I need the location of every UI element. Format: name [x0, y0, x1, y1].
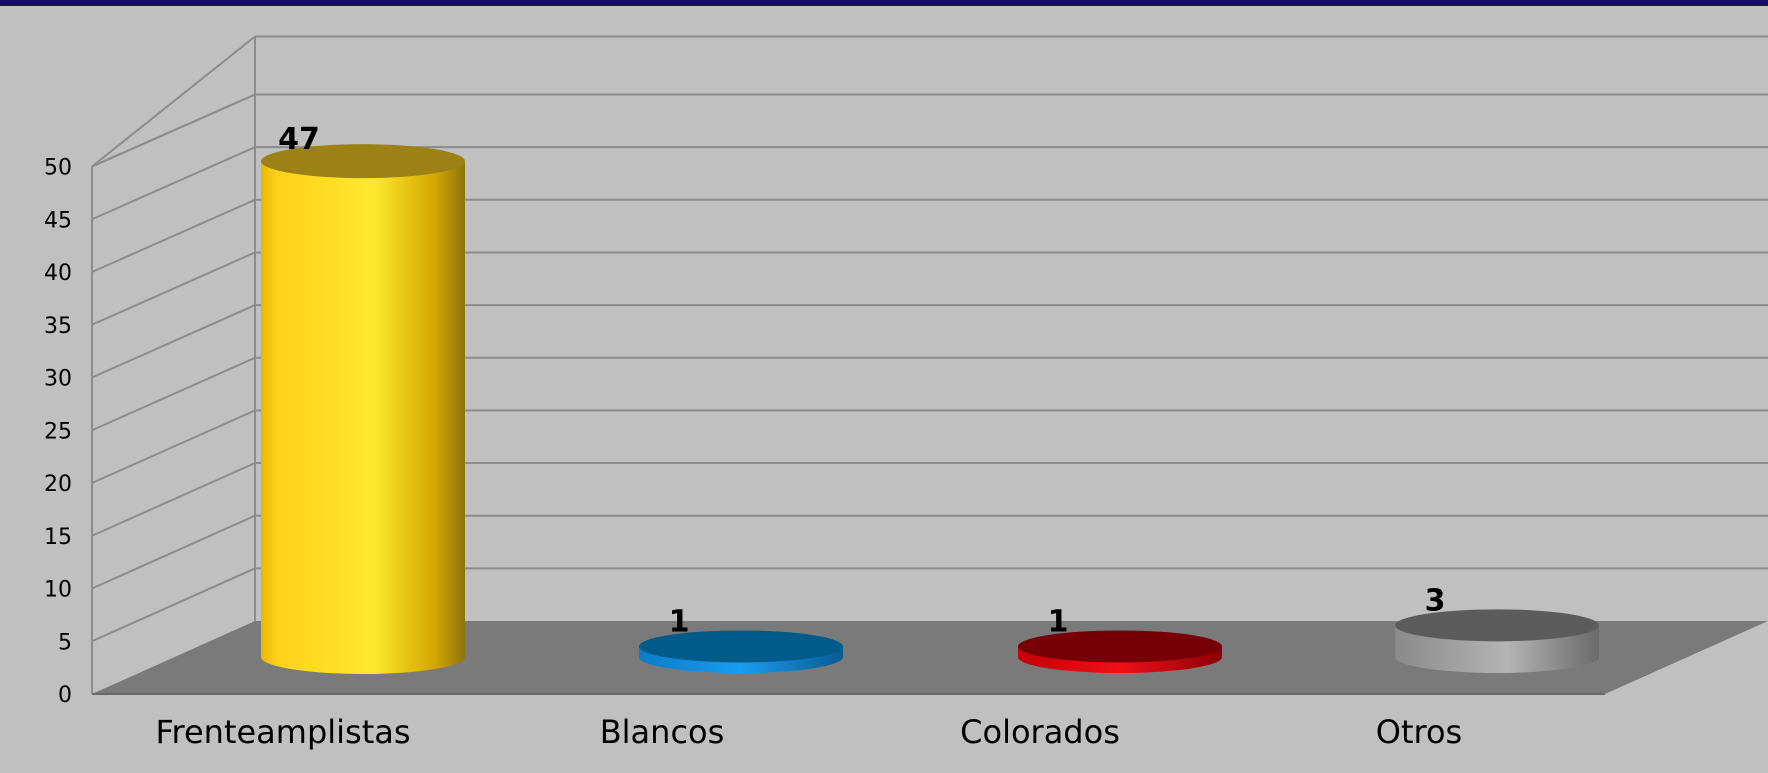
gridline-side	[91, 93, 256, 168]
bar-otros: 3	[1395, 583, 1599, 673]
data-label: 1	[1048, 604, 1069, 639]
y-tick-label: 40	[44, 261, 72, 286]
y-tick-label: 30	[44, 367, 72, 392]
data-label: 1	[669, 604, 690, 639]
y-tick-label: 25	[44, 419, 72, 444]
x-category-label: Blancos	[600, 713, 725, 751]
bar-top	[261, 144, 465, 179]
gridline-side	[91, 567, 256, 643]
y-tick-label: 5	[58, 630, 72, 655]
y-tick-label: 35	[44, 314, 72, 339]
bar-top	[1018, 630, 1222, 663]
bar-body	[261, 161, 465, 674]
bar-top	[1395, 609, 1599, 642]
y-tick-label: 45	[44, 208, 72, 233]
y-tick-label: 0	[58, 683, 72, 708]
data-label: 47	[278, 122, 320, 157]
data-label: 3	[1425, 583, 1446, 618]
gridline-side	[91, 304, 256, 379]
bar-top	[639, 630, 843, 663]
gridline-side	[91, 409, 256, 484]
gridline-side	[91, 462, 256, 537]
y-tick-label: 50	[44, 156, 72, 181]
top-accent-bar	[0, 0, 1768, 6]
y-tick-label: 20	[44, 472, 72, 497]
x-category-label: Otros	[1376, 713, 1462, 751]
gridline-side	[91, 146, 256, 221]
x-category-label: Frenteamplistas	[155, 713, 410, 751]
chart-floor	[92, 621, 1768, 694]
x-category-label: Colorados	[960, 713, 1120, 751]
gridline-side	[91, 514, 256, 590]
y-tick-label: 15	[44, 525, 72, 550]
gridline-side	[91, 251, 256, 326]
gridline-side	[91, 356, 256, 432]
bar-frenteamplistas: 47	[261, 122, 465, 674]
gridline-side	[91, 198, 256, 273]
bar-colorados: 1	[1018, 604, 1222, 673]
side-wall-frame-edge	[91, 35, 256, 168]
y-tick-label: 10	[44, 578, 72, 603]
bar-blancos: 1	[639, 604, 843, 673]
